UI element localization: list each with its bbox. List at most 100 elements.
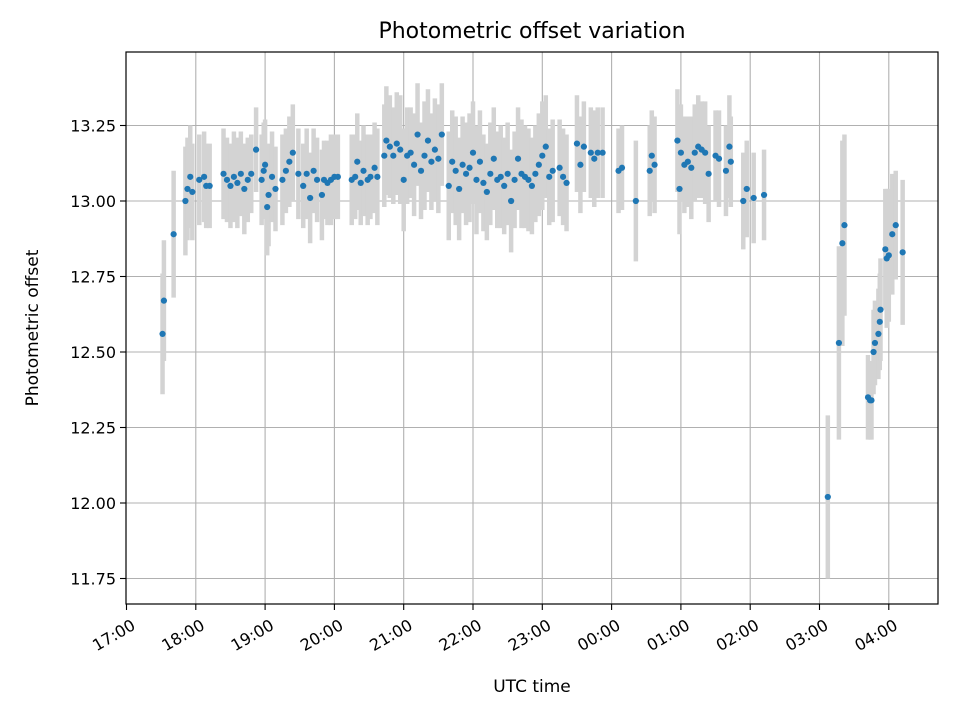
data-point [462,170,470,177]
data-point [227,182,234,189]
y-tick-label: 12.00 [70,494,116,513]
data-point [196,176,203,183]
y-tick-label: 11.75 [70,570,116,589]
data-point [260,167,267,174]
data-point [648,152,655,159]
data-point [877,306,884,313]
data-point [452,167,459,174]
data-point [189,188,196,196]
data-point [414,131,421,138]
data-point [318,191,326,199]
data-point [182,197,189,205]
data-point [722,167,730,174]
data-point [632,197,639,205]
data-point [889,231,896,238]
data-point [870,348,877,356]
data-point [230,173,238,180]
data-point [875,330,882,337]
data-point [371,164,378,171]
data-point [258,176,265,183]
data-point [497,173,504,180]
data-point [357,179,364,186]
data-point [835,339,843,347]
data-point [466,164,473,171]
data-point [511,176,518,183]
data-point [563,179,570,186]
data-point [334,173,341,180]
data-point [300,182,307,189]
data-point [705,170,712,177]
data-point [646,167,653,174]
data-point [445,182,452,189]
data-point [688,164,695,171]
data-point [354,158,361,165]
data-point [431,146,438,153]
data-point [282,167,289,174]
data-point [244,176,251,183]
data-point [459,161,466,168]
data-point [760,191,768,199]
data-point [272,185,279,193]
data-point [483,188,490,196]
data-points [159,131,906,501]
data-point [456,185,463,193]
data-point [580,143,587,150]
data-point [473,176,480,183]
data-point [206,182,213,189]
data-point [476,158,484,165]
data-point [528,182,536,189]
data-point [428,158,435,165]
data-point [170,231,177,238]
data-point [360,167,367,174]
y-tick-label: 12.25 [70,419,116,438]
data-point [487,170,494,177]
data-point [490,155,497,162]
data-point [480,179,487,186]
data-point [691,149,698,156]
data-point [262,161,269,168]
y-axis-label: Photometric offset [23,249,43,406]
data-point [310,167,317,174]
data-point [390,152,397,159]
data-point [469,149,477,156]
data-point [618,164,626,171]
data-point [504,170,511,177]
data-point [727,158,734,165]
data-point [400,176,407,183]
data-point [187,173,194,180]
data-point [234,179,241,186]
data-point [599,149,606,156]
data-point [684,158,691,165]
y-tick-label: 13.00 [70,192,116,211]
data-point [876,318,883,325]
data-point [594,149,601,156]
data-point [508,197,515,205]
data-point [160,297,168,304]
data-point [591,155,598,162]
y-tick-label: 12.50 [70,343,116,362]
data-point [289,149,296,156]
data-point [313,176,321,183]
chart-title: Photometric offset variation [378,19,685,44]
data-point [573,140,581,147]
data-point [559,173,567,180]
data-point [248,170,255,177]
data-point [841,222,848,229]
data-point [386,143,393,150]
data-point [549,167,556,174]
data-point [264,203,271,211]
x-axis-label: UTC time [493,677,571,697]
data-point [824,493,831,501]
data-point [750,194,757,202]
data-point [286,158,293,165]
data-point [381,152,388,159]
y-tick-label: 12.75 [70,268,116,287]
data-point [868,397,875,404]
data-point [252,146,260,153]
data-point [839,240,846,247]
data-point [740,197,747,205]
data-point [383,137,390,144]
data-point [237,170,244,177]
